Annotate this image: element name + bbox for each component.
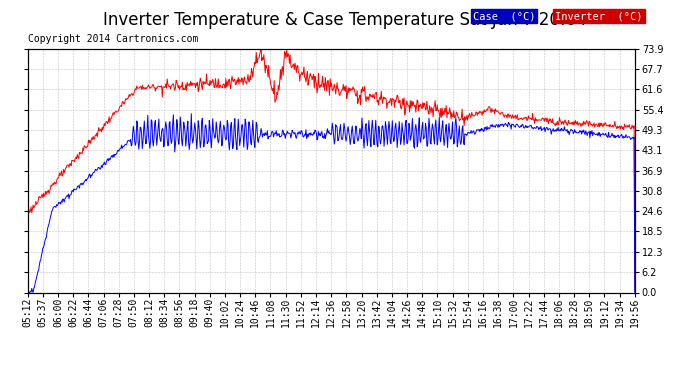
Text: Inverter  (°C): Inverter (°C): [555, 11, 643, 21]
Text: Case  (°C): Case (°C): [473, 11, 535, 21]
Text: Inverter Temperature & Case Temperature Sat Jun 7 20:04: Inverter Temperature & Case Temperature …: [104, 11, 586, 29]
Text: Copyright 2014 Cartronics.com: Copyright 2014 Cartronics.com: [28, 34, 198, 44]
